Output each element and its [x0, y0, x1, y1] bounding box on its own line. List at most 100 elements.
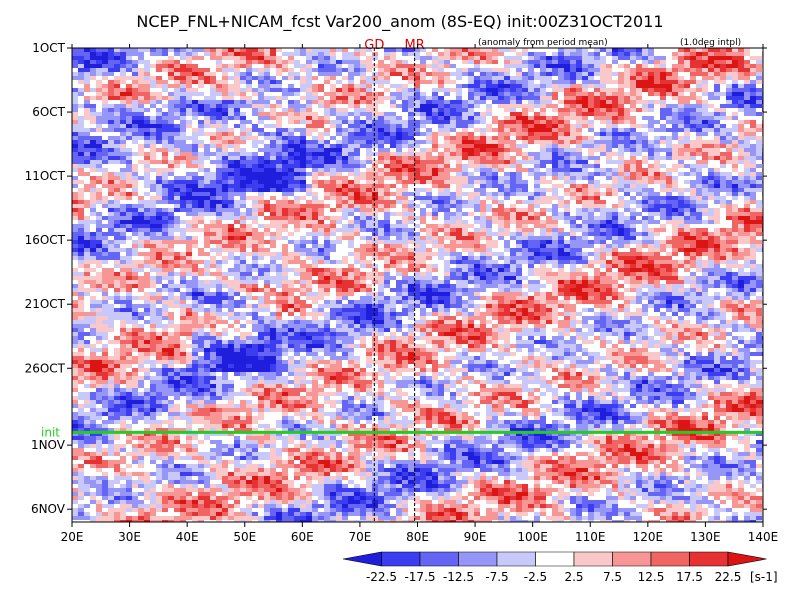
heat-cell: [450, 80, 457, 85]
heat-cell: [300, 108, 307, 113]
heat-cell: [282, 100, 289, 105]
heat-cell: [738, 148, 745, 153]
heat-cell: [606, 180, 613, 185]
heat-cell: [270, 132, 277, 137]
heat-cell: [300, 140, 307, 145]
heat-cell: [252, 192, 259, 197]
heat-cell: [246, 88, 253, 93]
heat-cell: [702, 64, 709, 69]
heat-cell: [624, 212, 631, 217]
heat-cell: [432, 180, 439, 185]
heat-cell: [510, 128, 517, 133]
heat-cell: [756, 152, 763, 157]
heat-cell: [624, 116, 631, 121]
heat-cell: [114, 60, 121, 65]
heat-cell: [522, 132, 529, 137]
heat-cell: [378, 80, 385, 85]
heat-cell: [114, 88, 121, 93]
heat-cell: [576, 56, 583, 61]
heat-cell: [498, 180, 505, 185]
heat-cell: [72, 76, 79, 81]
heat-cell: [288, 100, 295, 105]
heat-cell: [444, 160, 451, 165]
heat-cell: [456, 72, 463, 77]
heat-cell: [186, 92, 193, 97]
heat-cell: [648, 100, 655, 105]
heat-cell: [606, 212, 613, 217]
heat-cell: [462, 92, 469, 97]
heat-cell: [450, 96, 457, 101]
heat-cell: [348, 112, 355, 117]
heat-cell: [462, 60, 469, 65]
heat-cell: [684, 112, 691, 117]
heat-cell: [264, 48, 271, 53]
heat-cell: [744, 104, 751, 109]
heat-cell: [606, 156, 613, 161]
heat-cell: [624, 64, 631, 69]
heat-cell: [324, 216, 331, 221]
heat-cell: [654, 216, 661, 221]
heat-cell: [132, 140, 139, 145]
heat-cell: [336, 68, 343, 73]
heat-cell: [714, 140, 721, 145]
heat-cell: [744, 148, 751, 153]
heat-cell: [672, 164, 679, 169]
heat-cell: [348, 76, 355, 81]
heat-cell: [198, 120, 205, 125]
heat-cell: [210, 64, 217, 69]
heat-cell: [714, 212, 721, 217]
heat-cell: [384, 140, 391, 145]
heat-cell: [660, 208, 667, 213]
heat-cell: [678, 208, 685, 213]
heat-cell: [132, 204, 139, 209]
heat-cell: [84, 72, 91, 77]
heat-cell: [174, 96, 181, 101]
heat-cell: [378, 132, 385, 137]
heat-cell: [204, 144, 211, 149]
heat-cell: [570, 136, 577, 141]
heat-cell: [666, 196, 673, 201]
heat-cell: [276, 188, 283, 193]
heat-cell: [438, 48, 445, 53]
heat-cell: [204, 72, 211, 77]
heat-cell: [594, 176, 601, 181]
heat-cell: [210, 92, 217, 97]
heat-cell: [570, 196, 577, 201]
heat-cell: [702, 112, 709, 117]
heat-cell: [102, 144, 109, 149]
heat-cell: [282, 96, 289, 101]
heat-cell: [540, 100, 547, 105]
heat-cell: [276, 120, 283, 125]
heat-cell: [582, 192, 589, 197]
heat-cell: [516, 136, 523, 141]
heat-cell: [336, 136, 343, 141]
heat-cell: [426, 184, 433, 189]
heat-cell: [444, 92, 451, 97]
heat-cell: [564, 52, 571, 57]
heat-cell: [690, 56, 697, 61]
heat-cell: [240, 196, 247, 201]
heat-cell: [474, 132, 481, 137]
heat-cell: [486, 108, 493, 113]
heat-cell: [408, 192, 415, 197]
heat-cell: [702, 52, 709, 57]
heat-cell: [696, 108, 703, 113]
heat-cell: [366, 196, 373, 201]
heat-cell: [642, 124, 649, 129]
heat-cell: [612, 48, 619, 53]
heat-cell: [648, 96, 655, 101]
heat-cell: [210, 136, 217, 141]
heat-cell: [216, 140, 223, 145]
heat-cell: [522, 100, 529, 105]
heat-cell: [444, 152, 451, 157]
heat-cell: [744, 188, 751, 193]
heat-cell: [426, 168, 433, 173]
heat-cell: [90, 116, 97, 121]
heat-cell: [522, 196, 529, 201]
heat-cell: [546, 144, 553, 149]
heat-cell: [450, 56, 457, 61]
heat-cell: [414, 100, 421, 105]
heat-cell: [330, 136, 337, 141]
heat-cell: [600, 116, 607, 121]
heat-cell: [252, 180, 259, 185]
